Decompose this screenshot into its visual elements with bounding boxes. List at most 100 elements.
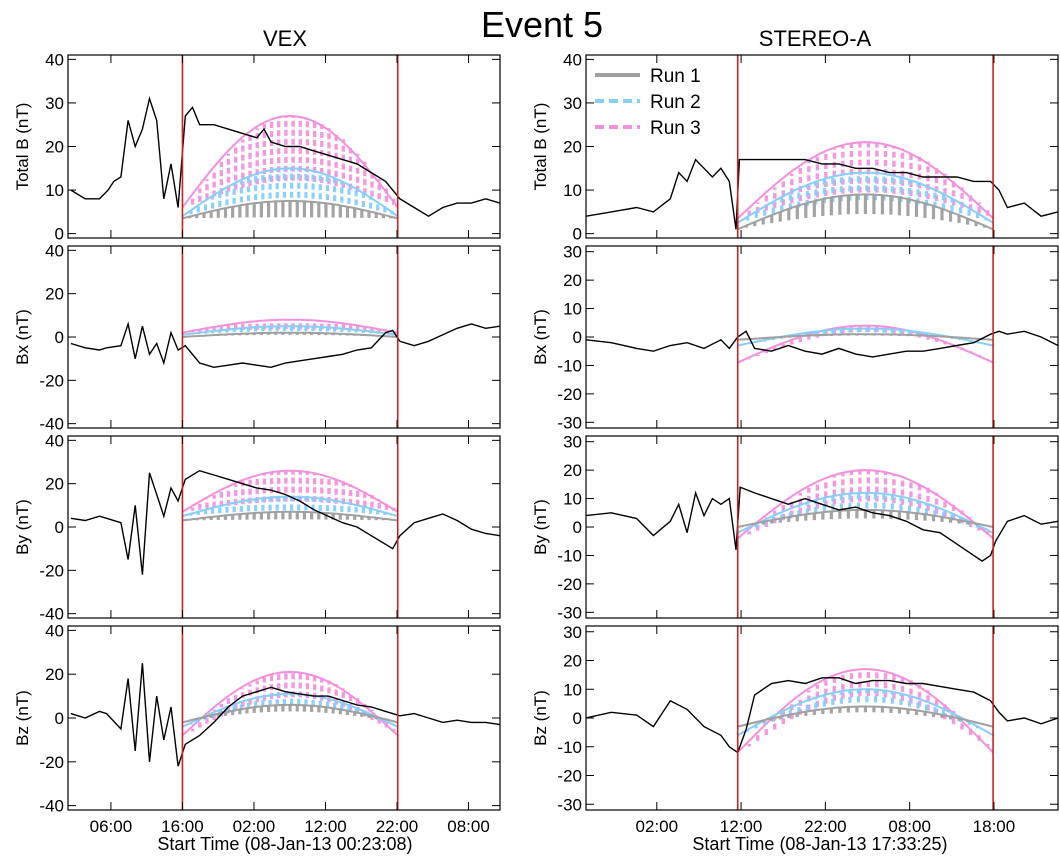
vex-bz-xtick-label: 06:00: [90, 817, 133, 836]
stereo-a-b-observed-trace: [586, 158, 1058, 230]
vex-bx-run3-envelope: [182, 318, 398, 334]
vex-bz-xtick-label: 02:00: [233, 817, 276, 836]
vex-bz-ytick-label: -20: [39, 753, 64, 772]
vex-bx-ytick-label: 20: [45, 285, 64, 304]
vex-bz-xtick-label: 08:00: [447, 817, 490, 836]
vex-bx-run1-band: [182, 331, 398, 338]
vex-b-ytick-label: 40: [45, 50, 64, 69]
vex-by-ytick-label: -40: [39, 605, 64, 624]
vex-bz-plot-area: [70, 663, 500, 767]
vex-b-ytick-label: 0: [55, 225, 64, 244]
vex-bz-ytick-label: -40: [39, 797, 64, 816]
stereo-a-bx-frame: [585, 245, 1059, 429]
vex-bx-y-axis-label: Bx (nT): [13, 309, 32, 365]
stereo-a-bz-ytick-label: -30: [557, 795, 582, 814]
stereo-a-bz-ytick-label: -20: [557, 767, 582, 786]
vex-by-ytick-label: 0: [55, 518, 64, 537]
stereo-column-title: STEREO-A: [759, 26, 872, 51]
vex-b-run1-envelope: [182, 200, 398, 220]
vex-bz-run2-envelope: [181, 692, 399, 728]
stereo-a-bz-xtick-label: 02:00: [636, 817, 679, 836]
stereo-a-bx-ytick-label: 20: [563, 271, 582, 290]
stereo-a-bz-run1-band: [737, 705, 994, 728]
stereo-a-bx-plot-area: [586, 324, 1058, 364]
vex-b-run2-band: [181, 167, 399, 218]
vex-bx-ytick-label: -40: [39, 415, 64, 434]
stereo-a-by-ytick-label: 10: [563, 490, 582, 509]
vex-column-title: VEX: [263, 26, 307, 51]
vex-bx-plot-area: [70, 318, 500, 369]
vex-bz-run1-band: [182, 703, 398, 724]
vex-b-ytick-label: 20: [45, 138, 64, 157]
vex-bz-xtick-label: 12:00: [304, 817, 347, 836]
stereo-a-b-ytick-label: 40: [563, 50, 582, 69]
stereo-a-bx-ytick-label: -30: [557, 413, 582, 432]
stereo-a-b-plot-area: [586, 141, 1058, 231]
stereo-a-by-run2-envelope: [737, 491, 994, 534]
legend-label-run3: Run 3: [650, 118, 701, 139]
stereo-a-by-ytick-label: -10: [557, 546, 582, 565]
vex-bz-xtick-label: 22:00: [376, 817, 419, 836]
vex-bx-observed-trace: [70, 321, 500, 369]
stereo-a-bz-ytick-label: 30: [563, 623, 582, 642]
vex-b-observed-trace: [70, 96, 500, 218]
stereo-a-by-plot-area: [586, 469, 1058, 562]
vex-bx-ytick-label: 40: [45, 241, 64, 260]
stereo-a-b-ytick-label: 20: [563, 138, 582, 157]
vex-bx-ytick-label: -20: [39, 371, 64, 390]
legend-label-run1: Run 1: [650, 66, 701, 87]
vex-by-panel: -40 -20 0 20 40 By (nT): [13, 431, 501, 624]
vex-bz-y-axis-label: Bz (nT): [13, 690, 32, 746]
stereo-a-bz-ytick-label: 20: [563, 652, 582, 671]
stereo-a-bz-run1-envelope: [737, 705, 994, 728]
vex-by-run3-envelope: [181, 469, 399, 513]
vex-b-run2-envelope: [181, 167, 399, 218]
stereo-a-b-ytick-label: 0: [573, 225, 582, 244]
stereo-a-bz-xtick-label: 18:00: [973, 817, 1016, 836]
vex-by-plot-area: [70, 469, 500, 575]
vex-by-run1-envelope: [182, 510, 398, 522]
stereo-a-bz-ytick-label: -10: [557, 738, 582, 757]
vex-bx-panel: -40 -20 0 20 40 Bx (nT): [13, 241, 501, 434]
stereo-a-by-ytick-label: -20: [557, 575, 582, 594]
stereo-a-by-ytick-label: -30: [557, 603, 582, 622]
stereo-a-bz-ytick-label: 10: [563, 680, 582, 699]
vex-bz-xtick-label: 16:00: [161, 817, 204, 836]
vex-bz-frame: [67, 625, 501, 811]
stereo-a-by-run2-band: [737, 491, 994, 534]
stereo-a-b-run1-envelope: [737, 193, 994, 231]
vex-b-ytick-label: 30: [45, 94, 64, 113]
vex-b-run3-envelope: [181, 114, 399, 209]
vex-bx-frame: [67, 245, 501, 429]
vex-by-observed-trace: [70, 469, 500, 575]
stereo-a-bz-ytick-label: 0: [573, 709, 582, 728]
stereo-a-bx-run3-envelope: [737, 324, 994, 364]
vex-bz-ytick-label: 0: [55, 709, 64, 728]
vex-bz-panel: -40 -20 0 20 40 06:00 16:00 02:00 12:00 22:00 08:0…: [13, 621, 501, 836]
vex-by-ytick-label: -20: [39, 561, 64, 580]
stereo-a-bx-run1-band: [737, 333, 994, 341]
stereo-a-bx-ytick-label: 30: [563, 243, 582, 262]
vex-bz-ytick-label: 20: [45, 665, 64, 684]
vex-bz-observed-trace: [70, 663, 500, 767]
stereo-a-by-frame: [585, 435, 1059, 619]
vex-b-plot-area: [70, 96, 500, 220]
stereo-a-by-ytick-label: 20: [563, 461, 582, 480]
stereo-a-b-ytick-label: 30: [563, 94, 582, 113]
vex-b-panel: 0 10 20 30 40 Total B (nT): [13, 50, 501, 244]
stereo-a-bx-ytick-label: -20: [557, 385, 582, 404]
stereo-a-b-run1-band: [737, 193, 994, 231]
vex-x-axis-label: Start Time (08-Jan-13 00:23:08): [157, 834, 412, 854]
stereo-a-b-y-axis-label: Total B (nT): [531, 103, 550, 191]
stereo-a-bz-run2-envelope: [737, 688, 994, 737]
stereo-a-b-run3-envelope: [737, 141, 994, 220]
stereo-x-axis-label: Start Time (08-Jan-13 17:33:25): [692, 834, 947, 854]
vex-b-run1-band: [182, 200, 398, 220]
stereo-a-by-panel: -30 -20 -10 0 10 20 30 By (nT): [531, 433, 1059, 622]
stereo-a-by-ytick-label: 0: [573, 518, 582, 537]
vex-by-ytick-label: 40: [45, 431, 64, 450]
stereo-a-bz-y-axis-label: Bz (nT): [531, 690, 550, 746]
stereo-a-by-run3-envelope: [737, 469, 994, 540]
stereo-a-by-y-axis-label: By (nT): [531, 499, 550, 555]
